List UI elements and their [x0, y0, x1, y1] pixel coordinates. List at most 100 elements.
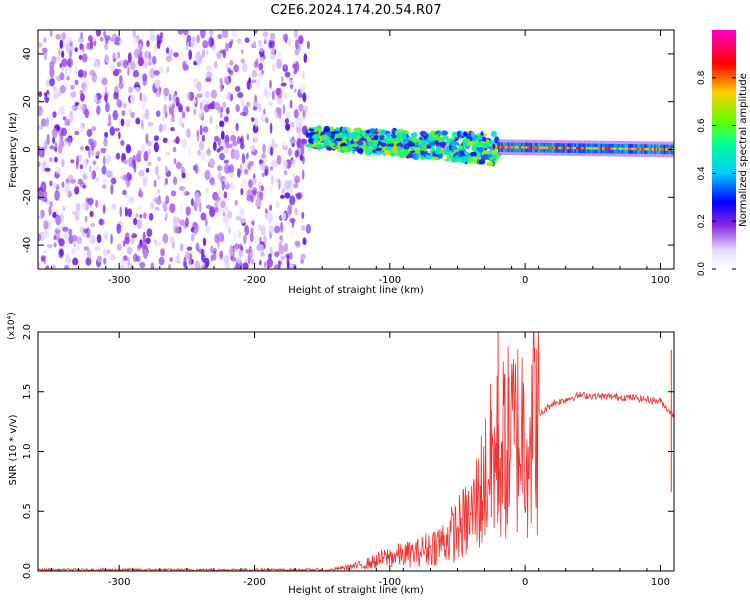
heatmap-cell [122, 102, 127, 109]
heatmap-cell [116, 61, 122, 67]
heatmap-cell [329, 126, 334, 132]
heatmap-cell [223, 215, 228, 224]
snr-ylabel: SNR (10 * v/v) [8, 414, 19, 485]
heatmap-cell [43, 37, 47, 43]
heatmap-cell [619, 147, 622, 150]
heatmap-cell [262, 31, 269, 38]
heatmap-cell [280, 82, 287, 87]
heatmap-cell [261, 172, 265, 177]
heatmap-cell [188, 49, 192, 60]
heatmap-cell [252, 106, 258, 111]
heatmap-cell [219, 77, 223, 83]
heatmap-cell [301, 169, 305, 180]
heatmap-cell [535, 146, 538, 149]
heatmap-cell [125, 144, 132, 154]
heatmap-cell [79, 225, 83, 233]
heatmap-cell [642, 147, 645, 151]
heatmap-cell [373, 134, 379, 141]
heatmap-cell [142, 231, 146, 243]
heatmap-cell [478, 159, 486, 165]
heatmap-cell [473, 158, 477, 165]
heatmap-cell [153, 142, 159, 153]
heatmap-cell [337, 140, 341, 147]
heatmap-cell [96, 150, 101, 156]
heatmap-cell [282, 33, 289, 42]
heatmap-cell [283, 170, 288, 176]
heatmap-cell [142, 248, 149, 259]
heatmap-cell [78, 54, 83, 60]
heatmap-cell [660, 148, 663, 151]
heatmap-cell [280, 255, 286, 261]
heatmap-cell [179, 219, 186, 227]
heatmap-cell [89, 210, 94, 218]
heatmap-cell [482, 154, 490, 160]
heatmap-cell [647, 147, 650, 151]
heatmap-cell [235, 122, 239, 132]
heatmap-cell [273, 111, 278, 117]
heatmap-cell [188, 256, 192, 268]
heatmap-cell [113, 91, 118, 100]
heatmap-cell [623, 147, 626, 150]
snr-ticks: -300 -200 -100 0 100 0.0 0.5 1.0 1.5 2.0 [22, 324, 674, 588]
heatmap-cell [212, 250, 217, 261]
heatmap-cell [628, 147, 630, 151]
heatmap-cell [503, 146, 505, 149]
heatmap-cell [48, 205, 52, 216]
heatmap-cell [551, 146, 554, 149]
heatmap-cell [264, 208, 268, 214]
heatmap-cell [175, 161, 182, 170]
heatmap-cell [621, 147, 624, 150]
heatmap-cell [42, 249, 48, 254]
heatmap-cell [436, 145, 442, 153]
heatmap-cell [196, 131, 200, 142]
heatmap-cell [122, 189, 127, 196]
heatmap-cell [167, 263, 172, 269]
heatmap-cell [265, 117, 269, 124]
heatmap-cell [149, 68, 156, 79]
heatmap-cell [55, 56, 62, 61]
heatmap-cell [561, 146, 564, 150]
heatmap-cell [268, 253, 272, 260]
heatmap-cell [275, 143, 278, 149]
heatmap-cell [235, 104, 240, 113]
heatmap-cell [185, 217, 189, 228]
heatmap-cell [155, 110, 161, 117]
heatmap-cell [313, 138, 320, 143]
heatmap-cell [109, 126, 116, 136]
heatmap-cell [74, 47, 78, 53]
heatmap-cell [251, 144, 256, 153]
heatmap-cell [210, 89, 218, 99]
heatmap-cell [284, 180, 290, 190]
heatmap-cell [173, 176, 178, 185]
heatmap-cell [281, 212, 287, 221]
heatmap-cell [632, 147, 635, 151]
heatmap-cell [280, 76, 284, 83]
heatmap-cell [185, 206, 191, 216]
heatmap-cell [208, 158, 216, 167]
heatmap-cell [427, 135, 434, 141]
heatmap-cell [463, 138, 470, 143]
heatmap-cell [74, 130, 80, 136]
heatmap-cell [208, 103, 215, 110]
heatmap-cell [187, 146, 192, 158]
heatmap-cell [572, 146, 575, 150]
heatmap-cell [74, 79, 79, 86]
heatmap-cell [209, 30, 214, 38]
heatmap-cell [214, 135, 220, 142]
heatmap-cell [204, 169, 211, 181]
heatmap-cell [80, 31, 83, 39]
heatmap-cell [91, 171, 94, 181]
heatmap-cell [152, 55, 157, 65]
heatmap-cell [154, 44, 157, 53]
heatmap-cell [303, 105, 309, 113]
heatmap-cell [305, 223, 311, 234]
y-tick-label: -20 [22, 189, 33, 205]
heatmap-cell [170, 127, 175, 132]
heatmap-cell [665, 148, 668, 151]
heatmap-cell [175, 96, 180, 107]
heatmap-cell [652, 148, 655, 151]
heatmap-cell [379, 137, 384, 141]
heatmap-cell [574, 146, 577, 150]
heatmap-cell [209, 115, 213, 125]
heatmap-cell [251, 117, 255, 122]
